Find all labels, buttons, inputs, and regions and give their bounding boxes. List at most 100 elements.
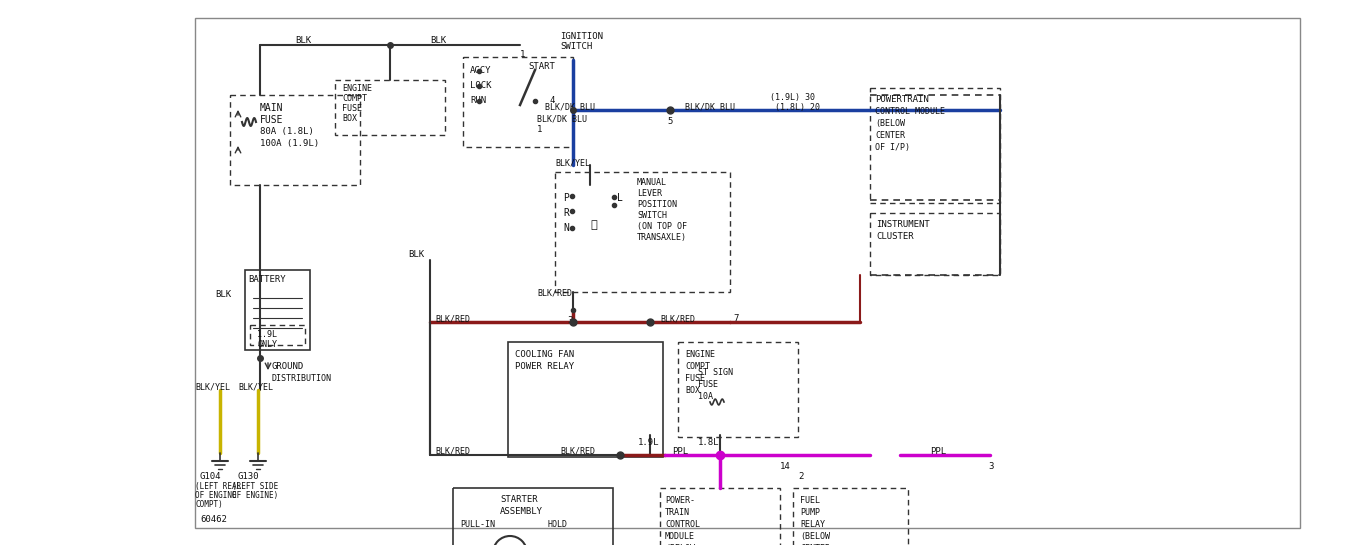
Text: CLUSTER: CLUSTER [876,232,914,241]
Text: BLK/DK BLU: BLK/DK BLU [545,102,595,111]
Bar [678,342,798,437]
Text: CENTER: CENTER [875,131,905,140]
Text: POWER-: POWER- [665,496,695,505]
Text: ENGINE: ENGINE [342,84,371,93]
Text: (BELOW: (BELOW [665,544,695,545]
Bar [195,18,1300,528]
Text: 10A: 10A [699,392,713,401]
Bar [793,488,909,545]
Text: RUN: RUN [470,96,486,105]
Text: (LEFT SIDE: (LEFT SIDE [232,482,279,491]
Text: MAIN: MAIN [260,103,284,113]
Text: (BELOW: (BELOW [800,532,830,541]
Text: BLK: BLK [408,250,424,259]
Text: RELAY: RELAY [800,520,825,529]
Text: BLK/RED: BLK/RED [435,314,470,323]
Bar [245,270,310,350]
Text: (LEFT REAR: (LEFT REAR [195,482,241,491]
Bar [507,342,664,457]
Text: ST SIGN: ST SIGN [699,368,734,377]
Text: G104: G104 [201,472,222,481]
Bar [454,488,612,545]
Text: PUMP: PUMP [800,508,820,517]
Text: 3: 3 [567,316,572,325]
Text: POWERTRAIN: POWERTRAIN [875,95,929,104]
Text: SWITCH: SWITCH [560,42,592,51]
Text: 1: 1 [520,50,525,59]
Text: BLK: BLK [215,290,232,299]
Bar [870,213,1000,275]
Text: IGNITION: IGNITION [560,32,603,41]
Text: GROUND: GROUND [272,362,304,371]
Text: FUSE: FUSE [685,374,705,383]
Text: LOCK: LOCK [470,81,491,90]
Text: 1.9L: 1.9L [257,330,277,339]
Bar [870,88,1000,203]
Text: BLK/YEL: BLK/YEL [555,158,590,167]
Text: POWER RELAY: POWER RELAY [516,362,575,371]
Text: ONLY: ONLY [257,340,277,349]
Text: 1.9L: 1.9L [638,438,660,447]
Text: BLK/DK BLU: BLK/DK BLU [685,102,735,111]
Text: FUSE: FUSE [699,380,717,389]
Text: BOX: BOX [342,114,357,123]
Text: PPL: PPL [930,447,946,456]
Bar [660,488,779,545]
Text: CONTROL MODULE: CONTROL MODULE [875,107,945,116]
Text: MODULE: MODULE [665,532,695,541]
Text: BLK: BLK [295,36,311,45]
Text: 100A (1.9L): 100A (1.9L) [260,139,319,148]
Bar [555,172,730,292]
Text: 3: 3 [988,462,993,471]
Text: (1.9L) 30: (1.9L) 30 [770,93,814,102]
Text: PPL: PPL [672,447,688,456]
Text: COOLING FAN: COOLING FAN [516,350,575,359]
Text: P: P [563,193,569,203]
Text: CONTROL: CONTROL [665,520,700,529]
Text: SWITCH: SWITCH [637,211,668,220]
Text: (ON TOP OF: (ON TOP OF [637,222,686,231]
Text: 2: 2 [798,472,804,481]
Text: OF ENGINE): OF ENGINE) [232,491,279,500]
Bar [335,80,446,135]
Text: HOLD: HOLD [548,520,568,529]
Text: BLK/RED: BLK/RED [660,314,695,323]
Text: INSTRUMENT: INSTRUMENT [876,220,930,229]
Text: BLK: BLK [429,36,446,45]
Text: COMPT: COMPT [342,94,367,103]
Text: TRAIN: TRAIN [665,508,690,517]
Text: TRANSAXLE): TRANSAXLE) [637,233,686,242]
Text: CENTER: CENTER [800,544,830,545]
Text: 14: 14 [779,462,790,471]
Text: (1.8L) 20: (1.8L) 20 [775,103,820,112]
Text: BATTERY: BATTERY [248,275,285,284]
Text: (BELOW: (BELOW [875,119,905,128]
Text: LEVER: LEVER [637,189,662,198]
Text: OF I/P): OF I/P) [875,143,910,152]
Text: 1: 1 [537,125,542,134]
Text: FUEL: FUEL [800,496,820,505]
Text: ASSEMBLY: ASSEMBLY [499,507,542,516]
Text: START: START [528,62,555,71]
Bar [250,325,306,345]
Text: 7: 7 [734,314,739,323]
Text: DISTRIBUTION: DISTRIBUTION [272,374,332,383]
Text: ⓓ: ⓓ [590,220,596,230]
Text: FUSE: FUSE [260,115,284,125]
Text: BLK/DK BLU: BLK/DK BLU [537,115,587,124]
Text: 5: 5 [668,117,673,126]
Bar [463,57,573,147]
Text: N: N [563,223,569,233]
Text: BLK/YEL: BLK/YEL [238,382,273,391]
Text: BLK/RED: BLK/RED [537,288,572,297]
Text: 1.8L: 1.8L [699,438,720,447]
Text: 60462: 60462 [201,515,227,524]
Text: BLK/RED: BLK/RED [560,447,595,456]
Text: FUSE: FUSE [342,104,362,113]
Text: BOX: BOX [685,386,700,395]
Text: ACCY: ACCY [470,66,491,75]
Text: ENGINE: ENGINE [685,350,715,359]
Text: MANUAL: MANUAL [637,178,668,187]
Text: L: L [616,193,623,203]
Text: 80A (1.8L): 80A (1.8L) [260,127,314,136]
